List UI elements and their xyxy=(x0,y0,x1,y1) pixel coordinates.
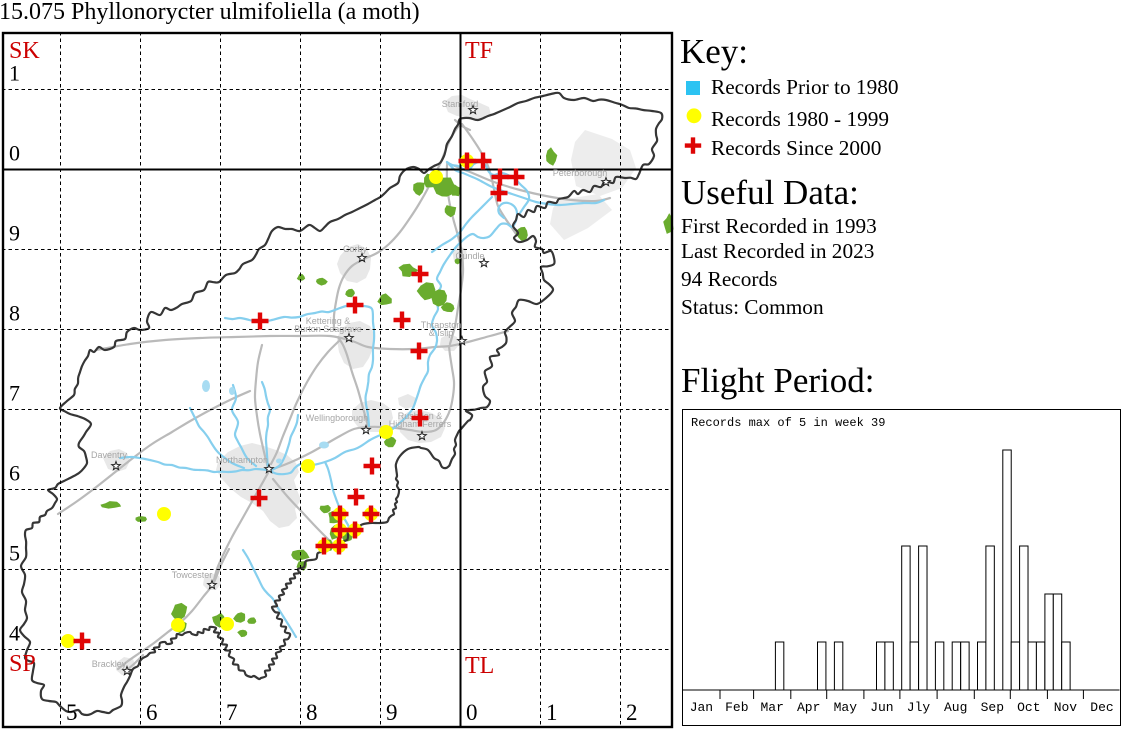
svg-text:Stamford: Stamford xyxy=(442,99,479,109)
svg-text:Jly: Jly xyxy=(907,700,931,715)
svg-text:8: 8 xyxy=(9,301,20,326)
svg-text:Jun: Jun xyxy=(870,700,893,715)
svg-text:5: 5 xyxy=(9,541,20,566)
svg-text:Jan: Jan xyxy=(690,700,713,715)
svg-text:SK: SK xyxy=(9,38,40,64)
svg-text:Feb: Feb xyxy=(725,700,748,715)
svg-text:SP: SP xyxy=(9,651,36,677)
svg-text:6: 6 xyxy=(9,461,20,486)
svg-text:Wellingborough: Wellingborough xyxy=(306,413,368,423)
svg-text:2: 2 xyxy=(626,700,638,725)
svg-text:5: 5 xyxy=(66,700,78,725)
svg-text:May: May xyxy=(834,700,858,715)
svg-text:8: 8 xyxy=(306,700,318,725)
svg-text:Northampton: Northampton xyxy=(216,455,268,465)
svg-text:Mar: Mar xyxy=(760,700,783,715)
svg-text:Daventry: Daventry xyxy=(91,450,128,460)
svg-text:0: 0 xyxy=(466,700,478,725)
svg-text:0: 0 xyxy=(9,141,20,166)
svg-text:9: 9 xyxy=(9,221,20,246)
svg-text:4: 4 xyxy=(9,621,20,646)
svg-text:7: 7 xyxy=(9,381,20,406)
svg-text:TF: TF xyxy=(465,38,493,64)
svg-text:Peterborough: Peterborough xyxy=(553,168,608,178)
svg-text:Oct: Oct xyxy=(1017,700,1040,715)
svg-text:1: 1 xyxy=(546,700,558,725)
svg-text:Sep: Sep xyxy=(981,700,1004,715)
svg-text:Towcester: Towcester xyxy=(172,570,213,580)
svg-text:Records max of 5 in week 39: Records max of 5 in week 39 xyxy=(691,416,885,430)
svg-text:& Islip: & Islip xyxy=(429,328,454,338)
svg-text:Corby: Corby xyxy=(343,244,368,254)
svg-text:9: 9 xyxy=(386,700,398,725)
svg-text:Oundle: Oundle xyxy=(455,251,484,261)
svg-text:Burton Seagrave: Burton Seagrave xyxy=(294,324,362,334)
svg-text:Thrapston: Thrapston xyxy=(421,320,462,330)
svg-text:Apr: Apr xyxy=(797,700,820,715)
svg-text:Brackley: Brackley xyxy=(92,659,127,669)
svg-text:Dec: Dec xyxy=(1090,700,1113,715)
svg-text:Aug: Aug xyxy=(944,700,967,715)
svg-text:7: 7 xyxy=(226,700,238,725)
svg-text:6: 6 xyxy=(146,700,158,725)
svg-text:Nov: Nov xyxy=(1054,700,1078,715)
svg-text:1: 1 xyxy=(9,61,20,86)
svg-text:Kettering &: Kettering & xyxy=(306,316,351,326)
svg-text:TL: TL xyxy=(465,653,494,679)
